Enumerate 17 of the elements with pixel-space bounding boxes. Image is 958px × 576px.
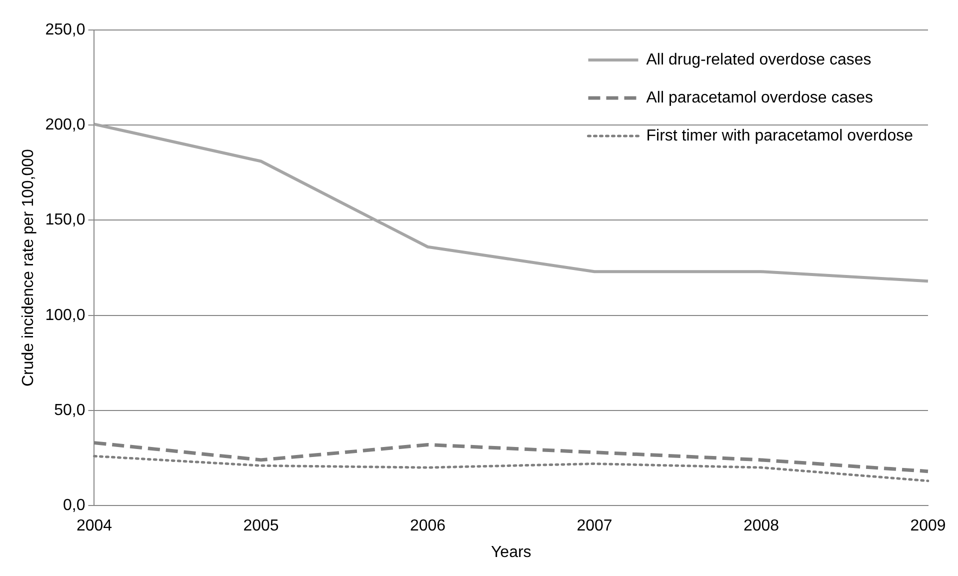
y-tick-label: 250,0: [45, 21, 86, 38]
y-tick-label: 0,0: [62, 497, 86, 514]
y-tick-label: 50,0: [54, 402, 86, 419]
y-tick-label: 100,0: [45, 306, 86, 324]
x-tick-label: 2005: [243, 518, 279, 535]
x-tick-label: 2004: [76, 518, 112, 535]
x-tick-label: 2007: [576, 518, 612, 535]
legend-label: All drug-related overdose cases: [646, 51, 872, 68]
legend-label: First timer with paracetamol overdose: [646, 127, 914, 144]
legend-label: All paracetamol overdose cases: [646, 89, 874, 106]
y-tick-label: 150,0: [45, 212, 86, 229]
x-tick-label: 2006: [410, 518, 446, 535]
y-tick-label: 200,0: [45, 116, 86, 134]
x-axis-title: Years: [490, 544, 532, 561]
x-tick-label: 2009: [910, 518, 946, 535]
y-axis-title: Crude incidence rate per 100,000: [20, 148, 38, 387]
x-tick-label: 2008: [743, 518, 780, 535]
